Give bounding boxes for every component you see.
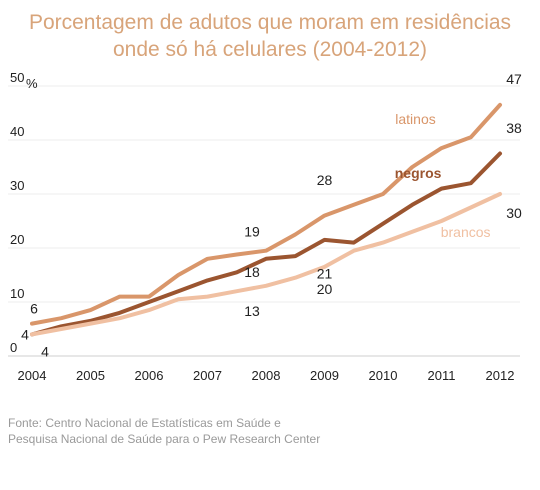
x-tick-label: 2011 bbox=[428, 368, 456, 383]
y-tick-label: 20 bbox=[10, 232, 24, 247]
y-tick-label: 0 bbox=[10, 340, 17, 355]
data-label-latinos: 28 bbox=[317, 172, 333, 188]
data-label-negros: 18 bbox=[244, 264, 260, 280]
chart-title-line-1: Porcentagem de adutos que moram em resid… bbox=[28, 11, 512, 34]
x-tick-label: 2005 bbox=[76, 368, 105, 383]
x-tick-label: 2007 bbox=[193, 368, 222, 383]
chart-title-line-2: onde só há celulares (2004-2012) bbox=[112, 38, 428, 61]
source-note-line-1: Fonte: Centro Nacional de Estatísticas e… bbox=[8, 416, 281, 430]
data-label-latinos: 47 bbox=[506, 71, 522, 87]
x-tick-label: 2008 bbox=[252, 368, 281, 383]
data-label-latinos: 19 bbox=[244, 224, 260, 240]
series-label-negros: negros bbox=[395, 165, 442, 181]
data-label-brancos: 20 bbox=[317, 281, 333, 297]
x-tick-label: 2012 bbox=[486, 368, 515, 383]
y-tick-label: 50 bbox=[10, 70, 24, 85]
series-label-brancos: brancos bbox=[441, 224, 491, 240]
y-tick-label: 10 bbox=[10, 286, 24, 301]
x-tick-label: 2004 bbox=[18, 368, 47, 383]
data-label-negros: 4 bbox=[21, 326, 29, 342]
series-line-brancos bbox=[30, 192, 502, 337]
y-unit-label: % bbox=[26, 76, 38, 91]
source-note-line-2: Pesquisa Nacional de Saúde para o Pew Re… bbox=[8, 432, 321, 446]
data-label-latinos: 6 bbox=[30, 301, 38, 317]
data-label-negros: 21 bbox=[317, 266, 333, 282]
series-label-latinos: latinos bbox=[395, 111, 435, 127]
y-tick-label: 40 bbox=[10, 124, 24, 139]
data-label-brancos: 30 bbox=[506, 205, 522, 221]
data-label-brancos: 13 bbox=[244, 303, 260, 319]
y-tick-label: 30 bbox=[10, 178, 24, 193]
series-line-latinos bbox=[30, 102, 502, 326]
data-label-negros: 38 bbox=[506, 120, 522, 136]
x-tick-label: 2009 bbox=[310, 368, 339, 383]
x-tick-label: 2010 bbox=[369, 368, 398, 383]
data-label-brancos: 4 bbox=[41, 343, 49, 359]
series-line-negros bbox=[30, 151, 502, 337]
x-tick-label: 2006 bbox=[135, 368, 164, 383]
